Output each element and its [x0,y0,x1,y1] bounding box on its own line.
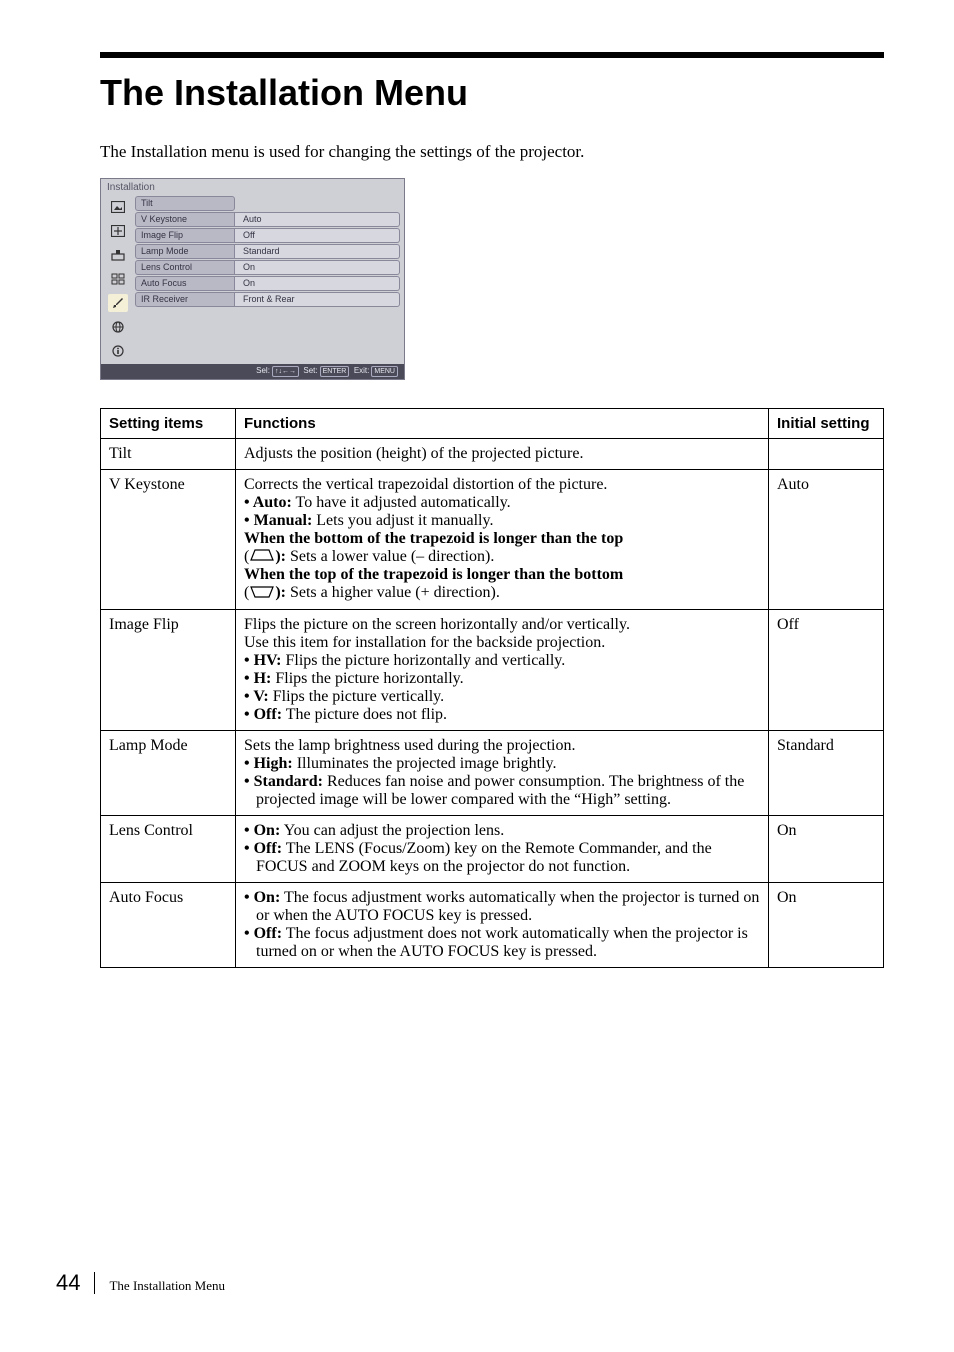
cell-func: Adjusts the position (height) of the pro… [236,439,769,470]
menu-row-lampmode: Lamp ModeStandard [135,244,400,259]
row-imageflip: Image Flip Flips the picture on the scre… [101,609,884,730]
th-initial: Initial setting [769,409,884,439]
menu-row-value: Front & Rear [235,292,400,307]
intro-text: The Installation menu is used for changi… [100,142,884,162]
footer-sel-tag: ↑↓←→ [272,366,299,377]
footer-set-label: Set: [303,366,317,375]
menu-screenshot: Installation Tilt V KeystoneAuto Image F… [100,178,405,380]
vk-trap1-line: (): Sets a lower value (– direction). [244,548,494,565]
cell-func: Corrects the vertical trapezoidal distor… [236,470,769,610]
if-hv: • HV: Flips the picture horizontally and… [244,652,760,670]
cell-func: • On: You can adjust the projection lens… [236,815,769,882]
menu-body: Tilt V KeystoneAuto Image FlipOff Lamp M… [101,196,404,364]
th-items: Setting items [101,409,236,439]
trapezoid-top-wide-icon [249,585,275,603]
menu-row-autofocus: Auto FocusOn [135,276,400,291]
menu-row-label: Image Flip [135,228,235,243]
row-lenscontrol: Lens Control • On: You can adjust the pr… [101,815,884,882]
menu-row-label: Auto Focus [135,276,235,291]
menu-title: Installation [101,179,404,196]
cell-item: Tilt [101,439,236,470]
menu-row-value: On [235,260,400,275]
if-l2: Use this item for installation for the b… [244,634,605,651]
vk-line1: Corrects the vertical trapezoidal distor… [244,476,607,493]
vk-manual: • Manual: Lets you adjust it manually. [244,512,760,530]
lm-standard: • Standard: Reduces fan noise and power … [244,773,760,809]
vk-trap2-line: (): Sets a higher value (+ direction). [244,584,500,601]
cell-initial: Off [769,609,884,730]
page-footer: 44 The Installation Menu [56,1270,225,1296]
row-tilt: Tilt Adjusts the position (height) of th… [101,439,884,470]
info-icon [108,342,128,360]
lc-on: • On: You can adjust the projection lens… [244,822,760,840]
row-autofocus: Auto Focus • On: The focus adjustment wo… [101,882,884,967]
picture-icon [108,198,128,216]
menu-row-value: Standard [235,244,400,259]
trapezoid-bottom-wide-icon [249,548,275,566]
th-functions: Functions [236,409,769,439]
menu-row-tilt: Tilt [135,196,400,211]
lm-high: • High: Illuminates the projected image … [244,755,760,773]
menu-row-value: Off [235,228,400,243]
cell-initial: Auto [769,470,884,610]
menu-row-imageflip: Image FlipOff [135,228,400,243]
function-icon [108,270,128,288]
cell-initial: Standard [769,730,884,815]
menu-row-value: On [235,276,400,291]
settings-table: Setting items Functions Initial setting … [100,408,884,968]
network-icon [108,318,128,336]
screen-icon [108,222,128,240]
menu-icon-column [105,196,131,360]
if-v: • V: Flips the picture vertically. [244,688,760,706]
menu-footer: Sel:↑↓←→ Set:ENTER Exit:MENU [101,364,404,379]
cell-func: Flips the picture on the screen horizont… [236,609,769,730]
vk-bold2: When the top of the trapezoid is longer … [244,566,623,583]
top-rule [100,52,884,58]
menu-row-label: Tilt [135,196,235,211]
menu-row-label: IR Receiver [135,292,235,307]
if-l1: Flips the picture on the screen horizont… [244,616,630,633]
installation-icon [108,294,128,312]
menu-row-label: Lens Control [135,260,235,275]
footer-exit-tag: MENU [371,366,398,377]
cell-item: Lamp Mode [101,730,236,815]
menu-row-lenscontrol: Lens ControlOn [135,260,400,275]
cell-initial: On [769,882,884,967]
if-off: • Off: The picture does not flip. [244,706,760,724]
vk-bold1: When the bottom of the trapezoid is long… [244,530,623,547]
footer-exit-label: Exit: [354,366,370,375]
af-on: • On: The focus adjustment works automat… [244,889,760,925]
row-vkeystone: V Keystone Corrects the vertical trapezo… [101,470,884,610]
lc-off: • Off: The LENS (Focus/Zoom) key on the … [244,840,760,876]
cell-item: Lens Control [101,815,236,882]
af-off: • Off: The focus adjustment does not wor… [244,925,760,961]
page-title: The Installation Menu [100,72,884,114]
page-number: 44 [56,1270,80,1296]
cell-item: Image Flip [101,609,236,730]
menu-rows: Tilt V KeystoneAuto Image FlipOff Lamp M… [131,196,400,360]
footer-sel-label: Sel: [256,366,270,375]
lm-l1: Sets the lamp brightness used during the… [244,737,576,754]
cell-func: • On: The focus adjustment works automat… [236,882,769,967]
menu-row-irreceiver: IR ReceiverFront & Rear [135,292,400,307]
cell-initial [769,439,884,470]
footer-divider [94,1272,95,1294]
menu-row-label: V Keystone [135,212,235,227]
setup-icon [108,246,128,264]
menu-row-vkeystone: V KeystoneAuto [135,212,400,227]
menu-row-value: Auto [235,212,400,227]
menu-row-value [235,196,400,211]
table-header-row: Setting items Functions Initial setting [101,409,884,439]
cell-item: Auto Focus [101,882,236,967]
vk-auto: • Auto: To have it adjusted automaticall… [244,494,760,512]
if-h: • H: Flips the picture horizontally. [244,670,760,688]
menu-row-label: Lamp Mode [135,244,235,259]
footer-set-tag: ENTER [320,366,350,377]
cell-item: V Keystone [101,470,236,610]
cell-func: Sets the lamp brightness used during the… [236,730,769,815]
row-lampmode: Lamp Mode Sets the lamp brightness used … [101,730,884,815]
footer-label: The Installation Menu [109,1278,225,1294]
cell-initial: On [769,815,884,882]
